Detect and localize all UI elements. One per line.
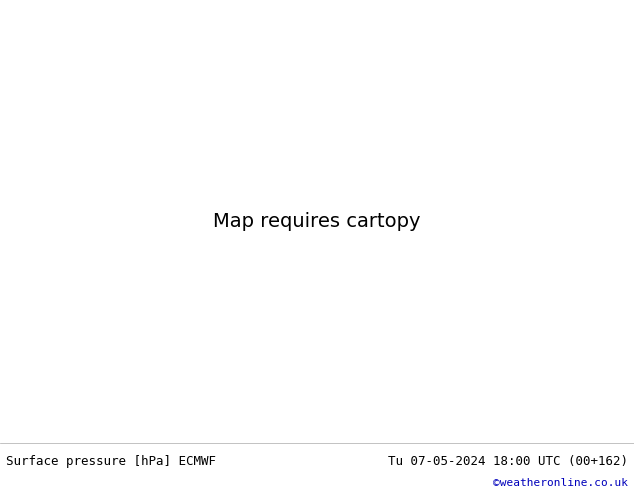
Text: Tu 07-05-2024 18:00 UTC (00+162): Tu 07-05-2024 18:00 UTC (00+162) bbox=[387, 455, 628, 467]
Text: ©weatheronline.co.uk: ©weatheronline.co.uk bbox=[493, 478, 628, 488]
Text: Surface pressure [hPa] ECMWF: Surface pressure [hPa] ECMWF bbox=[6, 455, 216, 467]
Text: Map requires cartopy: Map requires cartopy bbox=[213, 212, 421, 231]
